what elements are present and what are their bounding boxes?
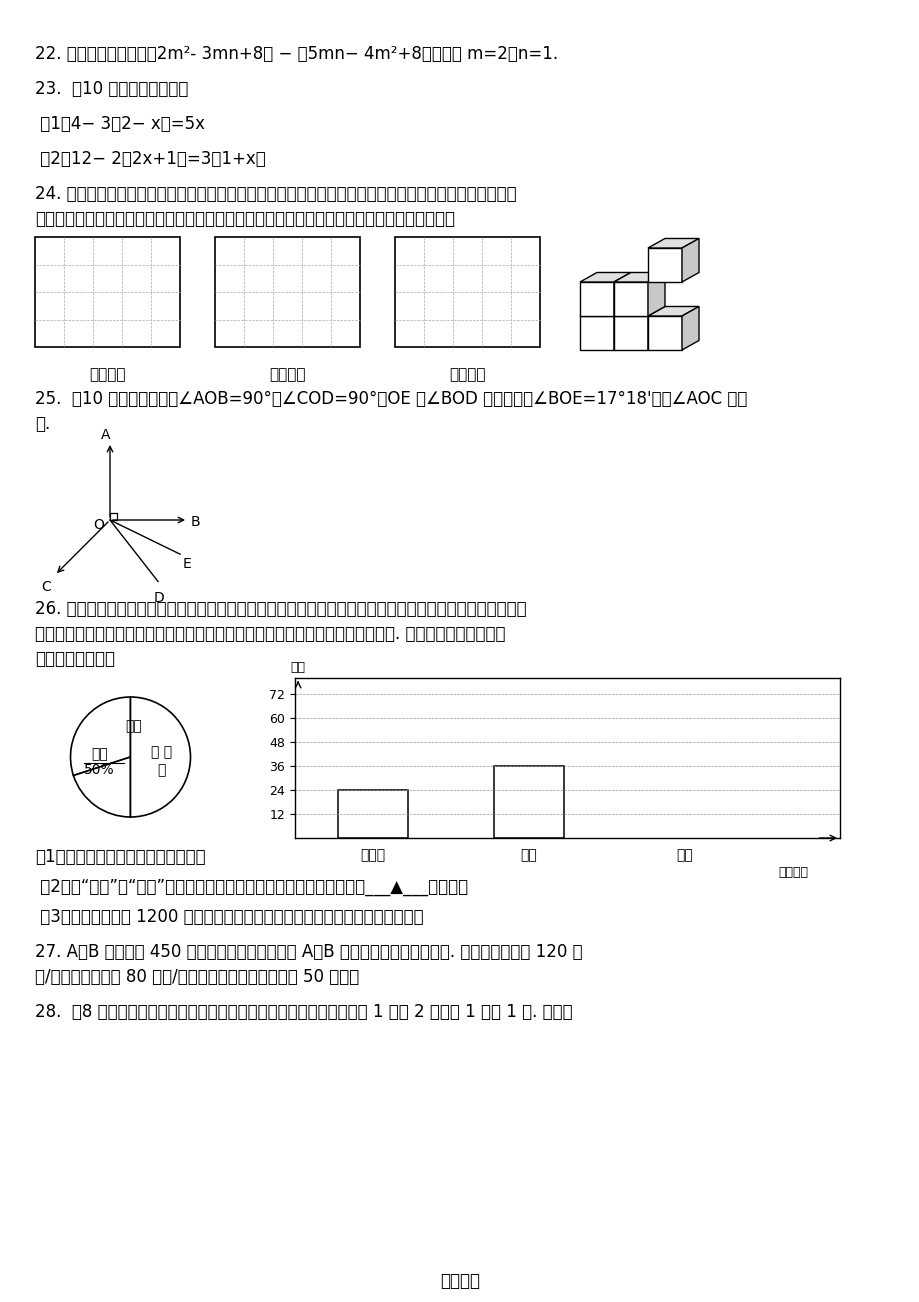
Text: 25.  （10 分）如图，已知∠AOB=90°，∠COD=90°，OE 为∠BOD 的平分线，∠BOE=17°18'，求∠AOC 的度: 25. （10 分）如图，已知∠AOB=90°，∠COD=90°，OE 为∠BO… xyxy=(35,391,746,408)
Bar xyxy=(35,237,180,348)
Polygon shape xyxy=(647,316,681,350)
Text: 米/时，乙车速度为 80 千米/时，经过多少小时两车相距 50 千米？: 米/时，乙车速度为 80 千米/时，经过多少小时两车相距 50 千米？ xyxy=(35,967,358,986)
Bar xyxy=(394,237,539,348)
Text: A: A xyxy=(101,428,110,441)
Text: 数.: 数. xyxy=(35,415,51,434)
Text: 27. A、B 两地相距 450 千米，甲，乙两车分别从 A、B 两地同时出发，相向而行. 已知甲车速度为 120 千: 27. A、B 两地相距 450 千米，甲，乙两车分别从 A、B 两地同时出发，… xyxy=(35,943,582,961)
Bar xyxy=(215,237,359,348)
Polygon shape xyxy=(579,283,613,316)
Polygon shape xyxy=(613,306,630,350)
Text: 28.  （8 分）我市中学组篹球比赛中，每场比赛都要分出胜负，每队胜 1 场得 2 分，负 1 场得 1 分. 某队为: 28. （8 分）我市中学组篹球比赛中，每场比赛都要分出胜负，每队胜 1 场得 … xyxy=(35,1003,572,1021)
Text: 26. 漳州市某中学对全校学生进行文明礼仪知识测试，为了解测试结果，随机抽取部分学生的成绩进行分析，: 26. 漳州市某中学对全校学生进行文明礼仪知识测试，为了解测试结果，随机抽取部分… xyxy=(35,600,526,618)
Bar xyxy=(110,513,117,519)
Wedge shape xyxy=(71,697,130,776)
Bar xyxy=(493,766,563,838)
Text: （2）若“一般”和“优秀”均被视为达标成绩，则该校被抽取的学生中有___▲___人达标；: （2）若“一般”和“优秀”均被视为达标成绩，则该校被抽取的学生中有___▲___… xyxy=(35,878,468,896)
Text: （3）若该校学生有 1200 人，请你估计此次测试中，全校达标的学生有多少人？: （3）若该校学生有 1200 人，请你估计此次测试中，全校达标的学生有多少人？ xyxy=(35,907,423,926)
Polygon shape xyxy=(647,306,664,350)
Text: 成绩等级: 成绩等级 xyxy=(777,866,808,879)
Text: D: D xyxy=(153,591,165,605)
Text: 面相应的位置分别画出你所看到的几何体的形状图（在答题卡上画完图后请用黑色签字笔描图）: 面相应的位置分别画出你所看到的几何体的形状图（在答题卡上画完图后请用黑色签字笔描… xyxy=(35,210,455,228)
Text: （1）4− 3（2− x）=5x: （1）4− 3（2− x）=5x xyxy=(35,115,205,133)
Text: 格: 格 xyxy=(157,763,165,777)
Text: 50%: 50% xyxy=(84,763,115,777)
Text: C: C xyxy=(40,581,51,594)
Text: E: E xyxy=(183,557,192,572)
Text: 从上面看: 从上面看 xyxy=(448,367,485,381)
Text: 息解答下列问题：: 息解答下列问题： xyxy=(35,650,115,668)
Polygon shape xyxy=(579,306,630,316)
Text: 精品试卷: 精品试卷 xyxy=(439,1272,480,1290)
Text: O: O xyxy=(93,518,104,533)
Text: 将成绩分为三个等级：不合格、一般、优秀，并绘制成如下两幅统计图（不完整）. 请你根据图中所给的信: 将成绩分为三个等级：不合格、一般、优秀，并绘制成如下两幅统计图（不完整）. 请你… xyxy=(35,625,505,643)
Wedge shape xyxy=(130,697,190,816)
Polygon shape xyxy=(579,272,630,283)
Polygon shape xyxy=(613,272,630,316)
Text: 一般: 一般 xyxy=(125,719,142,733)
Polygon shape xyxy=(647,238,698,247)
Text: 人数: 人数 xyxy=(290,661,305,674)
Polygon shape xyxy=(681,238,698,283)
Polygon shape xyxy=(681,306,698,350)
Text: 从正面看: 从正面看 xyxy=(89,367,126,381)
Bar xyxy=(337,790,407,838)
Text: 从左面看: 从左面看 xyxy=(269,367,305,381)
Polygon shape xyxy=(613,316,647,350)
Polygon shape xyxy=(647,272,664,316)
Polygon shape xyxy=(647,247,681,283)
Polygon shape xyxy=(613,283,647,316)
Polygon shape xyxy=(647,306,698,316)
Text: 优秀: 优秀 xyxy=(91,747,108,760)
Text: （2）12− 2（2x+1）=3（1+x）: （2）12− 2（2x+1）=3（1+x） xyxy=(35,150,266,168)
Text: （1）请将以上两幅统计图补充完整；: （1）请将以上两幅统计图补充完整； xyxy=(35,848,206,866)
Polygon shape xyxy=(613,306,664,316)
Text: 24. 如图是小强用八块相同的小立方体搞成的一个几何体，从正面、左面和上面观察这个几何体，请你在下: 24. 如图是小强用八块相同的小立方体搞成的一个几何体，从正面、左面和上面观察这… xyxy=(35,185,516,203)
Text: 23.  （10 分）解下列方程：: 23. （10 分）解下列方程： xyxy=(35,79,188,98)
Polygon shape xyxy=(613,272,664,283)
Text: 不 合: 不 合 xyxy=(151,745,172,759)
Wedge shape xyxy=(74,756,130,816)
Text: B: B xyxy=(191,516,200,529)
Polygon shape xyxy=(579,316,613,350)
Text: 22. 先化简，再求值：（2m²- 3mn+8） − （5mn− 4m²+8），其中 m=2，n=1.: 22. 先化简，再求值：（2m²- 3mn+8） − （5mn− 4m²+8），… xyxy=(35,46,558,62)
